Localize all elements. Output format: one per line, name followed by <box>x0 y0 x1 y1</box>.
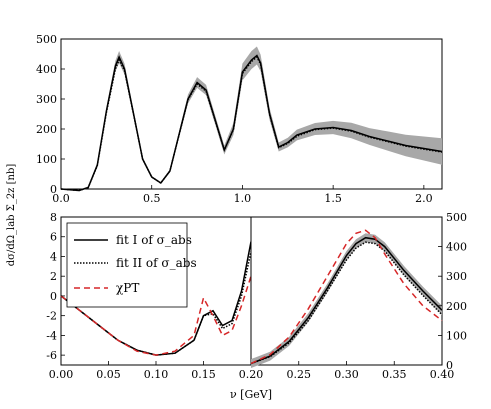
bottom-right-frame <box>250 216 443 366</box>
x-tick-label: 0.25 <box>287 368 312 381</box>
top-series <box>60 54 443 192</box>
series-line-2 <box>60 275 252 356</box>
series-line-0 <box>250 236 443 365</box>
br-y-ticks: 0 100 200 300 400 500 <box>438 211 467 372</box>
y-tick-label: 4 <box>50 250 57 263</box>
y-tick-label: -2 <box>46 310 57 323</box>
x-tick-label: 0.35 <box>382 368 407 381</box>
x-tick-label: 2.0 <box>415 192 433 205</box>
y-tick-label: 400 <box>446 241 467 254</box>
x-tick-label: 0.0 <box>52 192 70 205</box>
top-y-ticks: 0 100 200 300 400 500 <box>36 33 65 196</box>
y-tick-label: 100 <box>36 153 57 166</box>
y-tick-label: 200 <box>36 123 57 136</box>
bl-series <box>60 241 252 356</box>
legend: fit I of σ_abs fit II of σ_abs χPT <box>66 222 197 308</box>
x-tick-label: 1.0 <box>234 192 252 205</box>
legend-label-chipt: χPT <box>116 281 139 295</box>
x-tick-label: 0.00 <box>49 368 74 381</box>
y-tick-label: 0 <box>50 290 57 303</box>
series-line-1 <box>250 241 443 365</box>
legend-label-fit-2: fit II of σ_abs <box>116 256 197 270</box>
bl-y-ticks: -6 -4 -2 0 2 4 6 8 <box>46 211 65 362</box>
y-tick-label: 300 <box>446 270 467 283</box>
x-tick-label: 0.20 <box>239 368 264 381</box>
y-tick-label: 500 <box>36 33 57 46</box>
x-axis-label: ν [GeV] <box>230 388 272 401</box>
y-tick-label: 300 <box>36 93 57 106</box>
x-tick-label: 0.10 <box>144 368 169 381</box>
y-tick-label: -4 <box>46 329 57 342</box>
x-tick-label: 0.15 <box>191 368 216 381</box>
series-line-2 <box>250 229 443 365</box>
y-tick-label: 2 <box>50 270 57 283</box>
y-tick-label: 200 <box>446 300 467 313</box>
y-tick-label: 0 <box>446 359 453 372</box>
y-tick-label: 400 <box>36 63 57 76</box>
bl-x-ticks: 0.00 0.05 0.10 0.15 0.20 <box>49 361 264 381</box>
y-tick-label: 6 <box>50 231 57 244</box>
x-tick-label: 0.05 <box>96 368 121 381</box>
y-tick-label: 0 <box>50 183 57 196</box>
x-tick-label: 0.40 <box>430 368 455 381</box>
x-tick-label: 0.5 <box>143 192 161 205</box>
br-series <box>250 229 443 365</box>
y-axis-label: dσ/dΩ_lab Σ_2z [nb] <box>6 164 17 267</box>
top-x-ticks: 0.0 0.5 1.0 1.5 2.0 <box>52 185 433 205</box>
legend-label-fit-1: fit I of σ_abs <box>116 233 192 247</box>
legend-box <box>66 222 188 308</box>
y-tick-label: 100 <box>446 329 467 342</box>
x-tick-label: 1.5 <box>324 192 342 205</box>
y-tick-label: 8 <box>50 211 57 224</box>
br-x-ticks: 0.25 0.30 0.35 0.40 <box>287 361 455 381</box>
series-line-1 <box>60 55 443 192</box>
x-tick-label: 0.30 <box>334 368 359 381</box>
bottom-right-panel: 0.25 0.30 0.35 0.40 0 100 200 300 400 500 <box>250 211 467 381</box>
y-tick-label: -6 <box>46 349 57 362</box>
y-tick-label: 500 <box>446 211 467 224</box>
top-panel: 0.0 0.5 1.0 1.5 2.0 0 100 200 300 400 500 <box>36 33 443 205</box>
